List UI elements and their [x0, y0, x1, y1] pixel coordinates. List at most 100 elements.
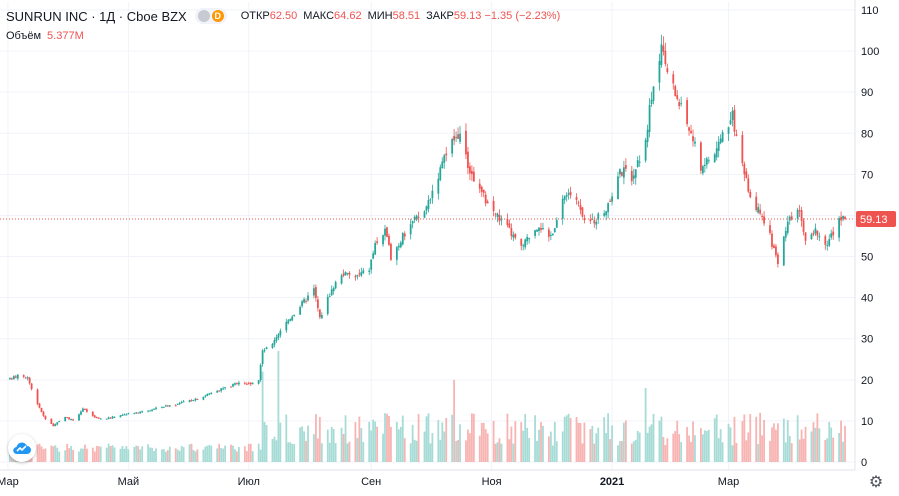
volume-bar	[437, 420, 440, 462]
candle-body	[721, 132, 724, 142]
candle-body	[401, 233, 404, 245]
volume-bar	[524, 414, 527, 462]
candle-body	[624, 165, 627, 169]
symbol-title[interactable]: SUNRUN INC · 1Д · Cboe BZX	[6, 8, 187, 24]
volume-bar	[218, 443, 221, 462]
x-tick-label: Май	[118, 476, 140, 488]
y-tick-label: 40	[861, 293, 873, 305]
candle-body	[346, 272, 349, 274]
candle-body	[526, 236, 529, 242]
volume-bar	[299, 427, 302, 462]
candle-body	[455, 137, 457, 139]
volume-bar	[82, 448, 84, 462]
volume-label[interactable]: Объём	[6, 30, 42, 42]
volume-bar	[563, 416, 566, 462]
candlesticks[interactable]	[8, 34, 846, 427]
volume-bar	[512, 443, 515, 462]
volume-bar	[747, 432, 750, 462]
candle-body	[78, 414, 80, 421]
candle-body	[634, 169, 637, 178]
candle-body	[249, 382, 252, 385]
volume-bar	[498, 438, 501, 462]
volume-bar	[238, 447, 240, 462]
close-value: 59.13 −1.35 (−2.23%)	[453, 10, 561, 22]
candle-body	[390, 243, 392, 260]
volume-bar	[549, 431, 552, 462]
tradingview-cloud-icon[interactable]	[8, 434, 36, 462]
volume-bar	[395, 421, 398, 462]
volume-bar	[417, 414, 420, 462]
volume-bar	[273, 436, 276, 462]
candle-body	[411, 220, 414, 224]
candle-body	[125, 414, 128, 416]
candle-body	[80, 411, 82, 415]
volume-bar	[686, 426, 688, 462]
candle-body	[814, 228, 817, 234]
volume-bar	[58, 451, 61, 462]
volume-bar	[528, 438, 531, 462]
candle-body	[328, 296, 331, 298]
candle-body	[496, 213, 499, 217]
status-pill[interactable]: D	[194, 8, 227, 24]
candle-body	[417, 216, 420, 218]
volume-bar	[259, 449, 262, 462]
candle-body	[429, 199, 432, 201]
candle-body	[607, 203, 610, 213]
candle-body	[577, 202, 580, 204]
volume-bar	[496, 442, 499, 462]
volume-bar	[717, 438, 720, 462]
candle-body	[111, 416, 114, 419]
candle-body	[522, 245, 525, 247]
volume-bar	[506, 413, 509, 462]
candle-body	[605, 211, 608, 216]
candle-body	[547, 229, 550, 237]
candle-body	[423, 211, 426, 218]
volume-bar	[216, 448, 219, 462]
volume-bar	[796, 415, 799, 462]
candle-body	[470, 170, 473, 175]
candle-body	[644, 140, 647, 161]
candle-body	[431, 190, 434, 199]
candle-body	[50, 418, 53, 425]
candle-body	[672, 74, 675, 84]
volume-bar	[551, 445, 554, 462]
candle-body	[196, 398, 199, 400]
candle-body	[553, 228, 556, 233]
candle-body	[818, 236, 821, 238]
volume-bar	[423, 431, 426, 462]
y-tick-label: 100	[861, 46, 879, 58]
volume-bar	[567, 413, 570, 462]
candle-body	[342, 273, 345, 276]
volume-bar	[844, 425, 846, 462]
candle-body	[202, 396, 205, 400]
volume-bar	[514, 421, 517, 462]
volume-bar	[277, 351, 280, 462]
candle-body	[289, 319, 292, 321]
candle-body	[646, 129, 649, 142]
candle-body	[251, 383, 254, 385]
volume-bar	[147, 444, 149, 462]
volume-bar	[119, 448, 122, 462]
volume-bar	[196, 449, 199, 462]
gear-icon[interactable]: ⚙	[868, 472, 884, 491]
candle-body	[313, 288, 315, 296]
candle-body	[824, 236, 827, 245]
candle-body	[84, 409, 86, 411]
candle-body	[735, 134, 738, 136]
candle-body	[565, 195, 568, 197]
candle-body	[332, 288, 335, 291]
volume-bar	[64, 450, 67, 462]
candle-body	[719, 138, 722, 144]
candle-body	[579, 204, 582, 210]
candle-body	[56, 422, 59, 425]
volume-bar	[249, 443, 252, 462]
volume-bar	[788, 435, 791, 462]
volume-bar	[755, 416, 758, 462]
volume-bar	[137, 446, 140, 462]
candle-body	[305, 300, 307, 302]
candle-body	[745, 171, 748, 178]
volume-bar	[289, 442, 292, 462]
volume-bar	[168, 446, 171, 462]
candle-body	[733, 109, 736, 132]
